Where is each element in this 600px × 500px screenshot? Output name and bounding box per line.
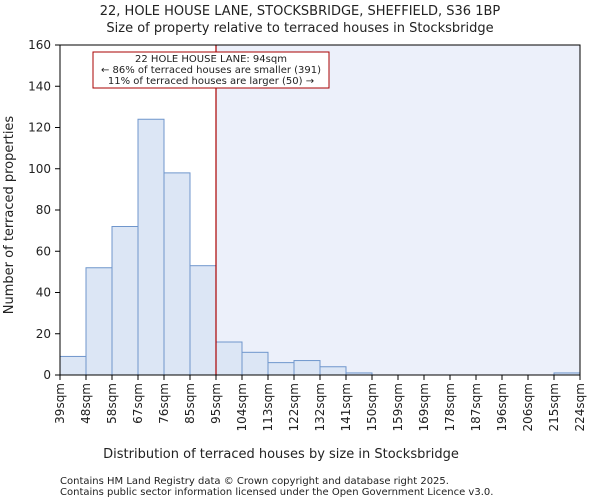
annotation-box — [92, 51, 330, 89]
larger-properties-region — [216, 45, 580, 375]
y-tick-label: 140 — [28, 79, 51, 93]
bar-85sqm — [189, 265, 217, 376]
bar-113sqm — [267, 362, 295, 376]
annotation-line-1: 22 HOLE HOUSE LANE: 94sqm — [135, 54, 287, 65]
x-tick-label: 113sqm — [261, 383, 275, 431]
y-tick-label: 60 — [36, 244, 51, 258]
y-tick-label: 160 — [28, 38, 51, 52]
x-tick-label: 67sqm — [131, 383, 145, 424]
bar-48sqm — [85, 267, 113, 376]
x-tick-label: 122sqm — [287, 383, 301, 431]
annotation-line-2: ← 86% of terraced houses are smaller (39… — [101, 65, 321, 76]
x-tick-label: 150sqm — [365, 383, 379, 431]
annotation-line-3: 11% of terraced houses are larger (50) → — [108, 76, 314, 87]
footer-line-2: Contains public sector information licen… — [60, 487, 493, 498]
x-tick-label: 39sqm — [53, 383, 67, 424]
x-tick-label: 48sqm — [79, 383, 93, 424]
x-tick-label: 104sqm — [235, 383, 249, 431]
bar-132sqm — [319, 366, 347, 376]
x-tick-label: 178sqm — [443, 383, 457, 431]
x-axis-label: Distribution of terraced houses by size … — [103, 447, 459, 462]
x-tick-label: 58sqm — [105, 383, 119, 424]
x-tick-label: 132sqm — [313, 383, 327, 431]
x-tick-label: 95sqm — [209, 383, 223, 424]
chart-subtitle: Size of property relative to terraced ho… — [106, 21, 493, 36]
x-tick-label: 169sqm — [417, 383, 431, 431]
y-axis: 0 20 40 60 80 100 120 140 160 — [28, 38, 60, 382]
bar-122sqm — [293, 360, 321, 376]
y-tick-label: 20 — [36, 327, 51, 341]
x-tick-label: 215sqm — [547, 383, 561, 431]
bar-95sqm — [215, 341, 243, 376]
bar-58sqm — [111, 226, 139, 376]
x-tick-label: 76sqm — [157, 383, 171, 424]
bar-76sqm — [163, 172, 191, 376]
x-tick-label: 187sqm — [469, 383, 483, 431]
x-axis: 39sqm 48sqm 58sqm 67sqm 76sqm 85sqm 95sqm 104sq… — [53, 375, 587, 431]
x-tick-label: 224sqm — [573, 383, 587, 431]
bar-39sqm — [59, 355, 87, 376]
bar-67sqm — [137, 118, 165, 376]
y-tick-label: 80 — [36, 203, 51, 217]
x-tick-label: 159sqm — [391, 383, 405, 431]
y-tick-label: 40 — [36, 286, 51, 300]
x-tick-label: 85sqm — [183, 383, 197, 424]
x-tick-label: 196sqm — [495, 383, 509, 431]
x-tick-label: 141sqm — [339, 383, 353, 431]
chart-title: 22, HOLE HOUSE LANE, STOCKSBRIDGE, SHEFF… — [100, 4, 501, 19]
footer-line-1: Contains HM Land Registry data © Crown c… — [60, 476, 449, 487]
y-tick-label: 100 — [28, 162, 51, 176]
x-tick-label: 206sqm — [521, 383, 535, 431]
y-axis-label: Number of terraced properties — [2, 116, 17, 315]
bar-104sqm — [241, 351, 269, 376]
bars — [59, 118, 581, 376]
y-tick-label: 120 — [28, 121, 51, 135]
y-tick-label: 0 — [43, 368, 51, 382]
